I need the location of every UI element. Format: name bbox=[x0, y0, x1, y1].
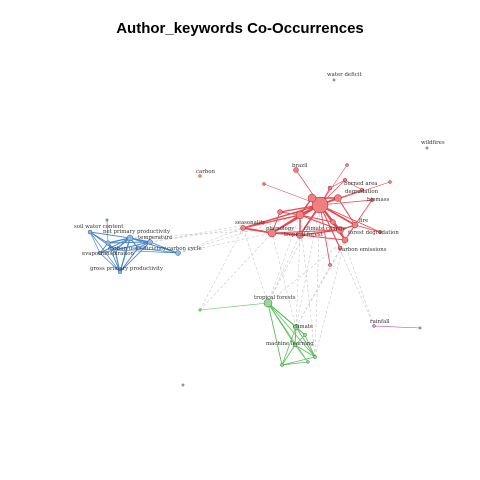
node-carbon[interactable] bbox=[198, 174, 202, 178]
node-net-primary-productivity[interactable] bbox=[126, 234, 134, 242]
node-climate-change[interactable] bbox=[296, 231, 304, 239]
label-soil-water-content: soil water content bbox=[74, 224, 124, 230]
label-phenology: phenology bbox=[266, 226, 295, 232]
node-red-b[interactable] bbox=[342, 177, 348, 183]
node-blue-a[interactable] bbox=[105, 240, 111, 246]
label-tropical-forests: tropical forests bbox=[254, 295, 296, 301]
node-red-g[interactable] bbox=[345, 163, 349, 167]
inter-cluster-edges bbox=[129, 204, 375, 358]
node-blue-b[interactable] bbox=[112, 247, 118, 253]
node-rainfall[interactable] bbox=[372, 324, 376, 328]
node-green-c[interactable] bbox=[313, 355, 317, 359]
node-red-k[interactable] bbox=[377, 229, 383, 235]
node-seasonality[interactable] bbox=[240, 225, 246, 231]
label-wildfires: wildfires bbox=[421, 140, 445, 146]
label-carbon-use-efficiency: carbon use efficiency bbox=[108, 246, 167, 252]
label-water-deficit: water deficit bbox=[327, 72, 362, 78]
node-red-e[interactable] bbox=[369, 197, 375, 203]
blue-cluster-nodes bbox=[87, 218, 181, 275]
node-phenology[interactable] bbox=[295, 210, 305, 220]
isolate-nodes bbox=[181, 78, 429, 387]
node-phenology-b[interactable] bbox=[267, 228, 277, 238]
label-seasonality: seasonality bbox=[235, 220, 266, 226]
label-brazil: brazil bbox=[292, 163, 308, 169]
node-red-d[interactable] bbox=[388, 180, 392, 184]
node-red-h[interactable] bbox=[277, 209, 283, 215]
node-climate[interactable] bbox=[293, 324, 299, 330]
node-green-b[interactable] bbox=[280, 363, 284, 367]
node-carbon-use-efficiency[interactable] bbox=[135, 245, 141, 251]
node-carbon-cycle[interactable] bbox=[175, 250, 181, 256]
node-water-deficit[interactable] bbox=[332, 78, 336, 82]
node-tropical-forests[interactable] bbox=[263, 298, 273, 308]
label-tropical-forest: tropical forest bbox=[284, 232, 324, 238]
node-blue-c[interactable] bbox=[105, 218, 109, 222]
label-burned-area: burned area bbox=[344, 181, 378, 187]
node-temperature[interactable] bbox=[147, 239, 153, 245]
green-cluster-nodes bbox=[198, 298, 317, 367]
node-machine-learning[interactable] bbox=[292, 342, 298, 348]
node-evapotranspiration[interactable] bbox=[97, 250, 103, 256]
red-cluster-nodes bbox=[240, 163, 392, 267]
node-green-e[interactable] bbox=[198, 308, 202, 312]
node-degradation[interactable] bbox=[307, 193, 317, 203]
label-carbon-emissions: carbon emissions bbox=[339, 247, 387, 253]
node-fire[interactable] bbox=[336, 226, 344, 234]
node-brazil[interactable] bbox=[293, 167, 299, 173]
label-climate: climate bbox=[293, 324, 313, 330]
node-forest-degradation[interactable] bbox=[341, 236, 349, 244]
label-carbon-cycle: carbon cycle bbox=[167, 246, 202, 252]
label-fire: fire bbox=[359, 218, 368, 224]
node-isolate-bottom[interactable] bbox=[181, 383, 185, 387]
label-rainfall: rainfall bbox=[370, 319, 390, 325]
node-gross-primary-productivity[interactable] bbox=[117, 269, 123, 275]
node-purple-b[interactable] bbox=[418, 326, 422, 330]
node-labels: water deficit wildfires carbon brazil bu… bbox=[74, 72, 445, 347]
label-forest-degradation: forest degradation bbox=[348, 230, 399, 236]
green-cluster-edges bbox=[199, 302, 316, 366]
node-red-a[interactable] bbox=[327, 185, 333, 191]
label-temperature: temperature bbox=[138, 235, 172, 241]
node-wildfires[interactable] bbox=[425, 146, 429, 150]
node-red-f[interactable] bbox=[262, 182, 266, 186]
node-tropical-forest[interactable] bbox=[311, 196, 329, 214]
label-evapotranspiration: evapotranspiration bbox=[82, 251, 134, 257]
node-carbon-emissions[interactable] bbox=[328, 263, 332, 267]
node-biomass[interactable] bbox=[351, 221, 359, 229]
label-climate-change: climate change bbox=[304, 226, 346, 232]
node-red-i[interactable] bbox=[330, 219, 336, 225]
purple-cluster-edges bbox=[373, 325, 421, 329]
label-gross-primary-productivity: gross primary productivity bbox=[90, 266, 164, 272]
label-degradation: degradation bbox=[345, 189, 379, 195]
node-red-j[interactable] bbox=[337, 245, 343, 251]
node-green-a[interactable] bbox=[303, 333, 307, 337]
node-soil-water-content[interactable] bbox=[87, 229, 93, 235]
label-biomass: biomass bbox=[367, 197, 390, 203]
label-carbon: carbon bbox=[196, 169, 216, 175]
node-green-d[interactable] bbox=[306, 360, 310, 364]
node-burned-area[interactable] bbox=[334, 194, 342, 202]
plot-title: Author_keywords Co-Occurrences bbox=[116, 20, 364, 37]
label-net-primary-productivity: net primary productivity bbox=[103, 229, 171, 235]
node-red-c[interactable] bbox=[359, 187, 365, 193]
label-machine-learning: machine learning bbox=[266, 341, 314, 347]
